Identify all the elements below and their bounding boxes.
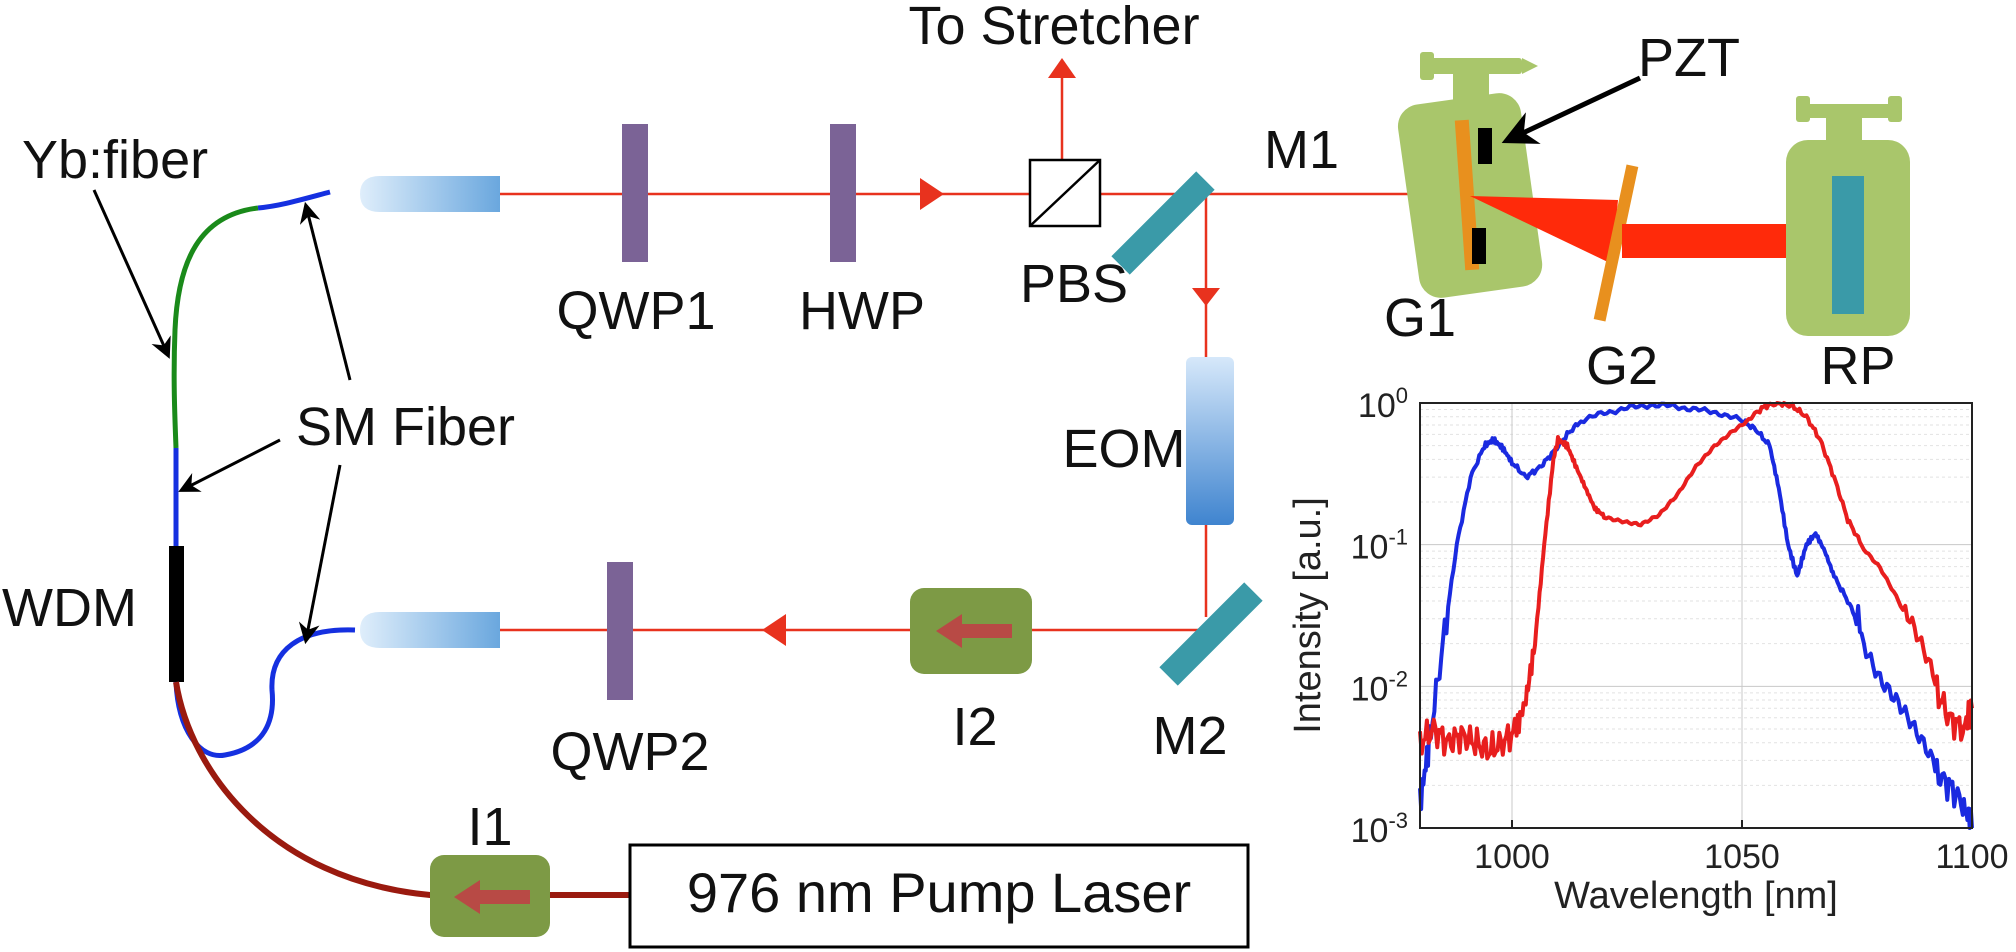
arrow-yb-fiber	[92, 189, 171, 359]
arrow-pzt	[1501, 75, 1642, 144]
collimator-lower	[360, 612, 500, 648]
y-tick-label: 10-2	[1351, 666, 1408, 708]
x-tick-label: 1050	[1704, 838, 1780, 876]
hwp-plate	[830, 124, 856, 262]
y-tick-label: 100	[1358, 383, 1408, 425]
qwp1-plate	[622, 124, 648, 262]
arrow-sm-fiber-2	[178, 438, 281, 492]
pbs-cube	[1028, 158, 1102, 228]
x-axis-label: Wavelength [nm]	[1554, 875, 1838, 917]
pump-fiber	[173, 681, 632, 898]
series-line-2	[1418, 401, 1974, 761]
label-m1: M1	[1264, 120, 1339, 180]
arrow-sm-fiber-1	[299, 201, 352, 381]
spectrum-chart: 1000 1050 1100 100 10-1 10-2 10-3 Wavelength [n…	[1287, 383, 2009, 917]
isolator-i1	[430, 855, 550, 937]
label-sm-fiber: SM Fiber	[296, 397, 515, 457]
beam-arrow-left	[762, 614, 786, 646]
label-qwp1: QWP1	[556, 281, 715, 341]
arrow-sm-fiber-3	[298, 464, 342, 645]
label-yb-fiber: Yb:fiber	[22, 130, 208, 190]
roof-prism	[1832, 176, 1864, 314]
grating-g2	[1593, 164, 1639, 322]
label-wdm: WDM	[2, 578, 137, 638]
sm-fiber-lower	[173, 627, 356, 759]
x-tick-label: 1100	[1935, 838, 2008, 876]
sm-fiber-upper	[257, 189, 331, 211]
label-eom: EOM	[1062, 419, 1185, 479]
isolator-i2	[910, 588, 1032, 674]
label-to-stretcher: To Stretcher	[908, 0, 1199, 56]
label-i2: I2	[952, 697, 997, 757]
pump-laser-label: 976 nm Pump Laser	[687, 861, 1191, 924]
collimator-upper	[360, 176, 500, 212]
beam-arrow-up	[1048, 58, 1076, 78]
series-line-1	[1418, 401, 1974, 830]
qwp2-plate	[607, 562, 633, 700]
yb-fiber	[171, 205, 259, 449]
dispersed-beam-1	[1470, 196, 1618, 264]
y-tick-label: 10-1	[1351, 525, 1408, 567]
pzt-lower	[1472, 228, 1486, 264]
label-pbs: PBS	[1020, 254, 1128, 314]
label-pzt: PZT	[1638, 28, 1740, 88]
label-i1: I1	[467, 797, 512, 857]
label-g2: G2	[1586, 336, 1658, 396]
m2-mirror	[1159, 582, 1263, 686]
label-rp: RP	[1820, 336, 1895, 396]
pzt-upper	[1478, 128, 1492, 164]
label-g1: G1	[1384, 288, 1456, 348]
y-axis-label: Intensity [a.u.]	[1287, 497, 1329, 734]
x-tick-label: 1000	[1474, 838, 1550, 876]
eom-crystal	[1186, 357, 1234, 525]
beam-arrow-right	[920, 178, 944, 210]
label-qwp2: QWP2	[550, 722, 709, 782]
label-hwp: HWP	[799, 281, 925, 341]
beam-arrow-down	[1192, 288, 1220, 306]
wdm-block	[169, 546, 184, 682]
m1-mirror	[1111, 171, 1215, 275]
plot-frame	[1419, 402, 1973, 829]
pump-laser-box	[628, 843, 1250, 949]
label-m2: M2	[1152, 706, 1227, 766]
y-tick-label: 10-3	[1351, 808, 1408, 850]
fiber-loop	[169, 189, 632, 898]
